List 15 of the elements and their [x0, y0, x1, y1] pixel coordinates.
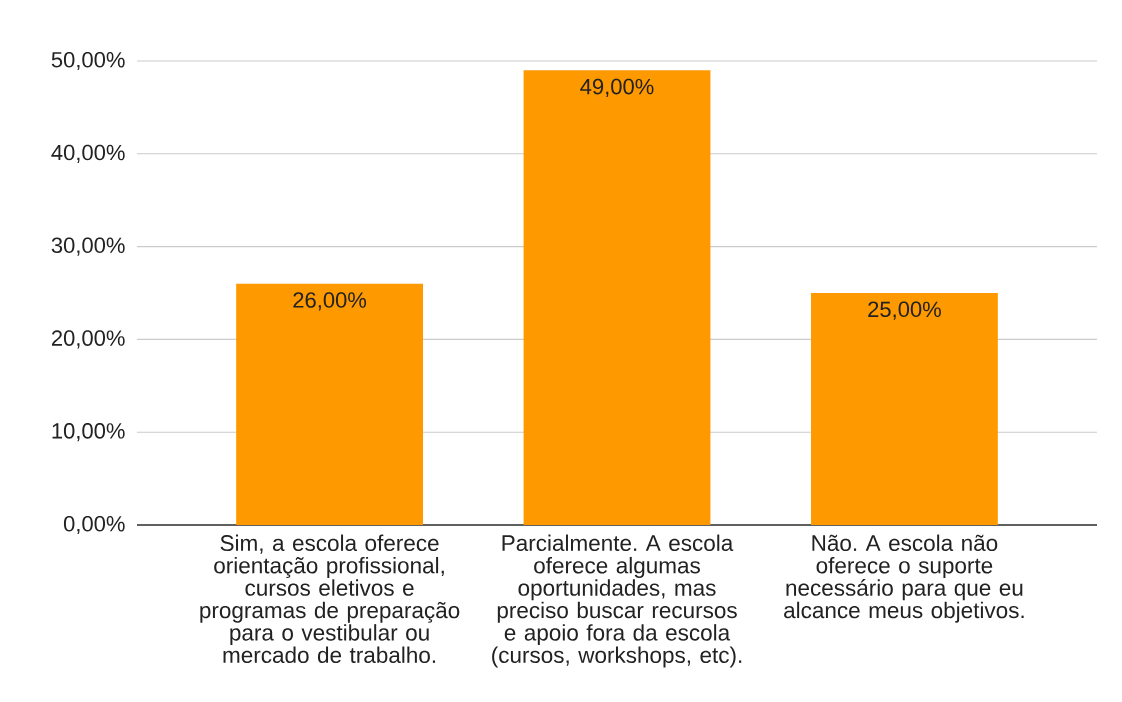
y-tick-label: 0,00%: [63, 515, 125, 535]
y-tick-label: 50,00%: [51, 51, 125, 71]
bar: [236, 283, 423, 525]
data-label: 49,00%: [580, 78, 654, 97]
data-label: 25,00%: [868, 301, 941, 320]
y-tick-label: 40,00%: [51, 144, 125, 163]
x-tick-label: Não. A escola não oferece o suporte necessário para que eu alcance meus objetivos.: [784, 534, 1024, 623]
y-tick-label: 20,00%: [51, 330, 125, 349]
x-tick-label: Sim, a escola oferece orientação profissional, cursos eletivos e programas de preparação para o vestibular ou mercado de trabalho.: [200, 534, 460, 664]
y-tick-label: 30,00%: [51, 237, 125, 256]
y-tick-label: 10,00%: [52, 423, 125, 442]
data-label: 26,00%: [293, 292, 367, 311]
bar: [811, 293, 998, 525]
x-tick-label: Parcialmente. A escola oferece algumas oportunidades, mas preciso buscar recursos e apoio fora da escola (cursos, workshops, etc).: [492, 534, 742, 668]
bar: [523, 70, 711, 525]
